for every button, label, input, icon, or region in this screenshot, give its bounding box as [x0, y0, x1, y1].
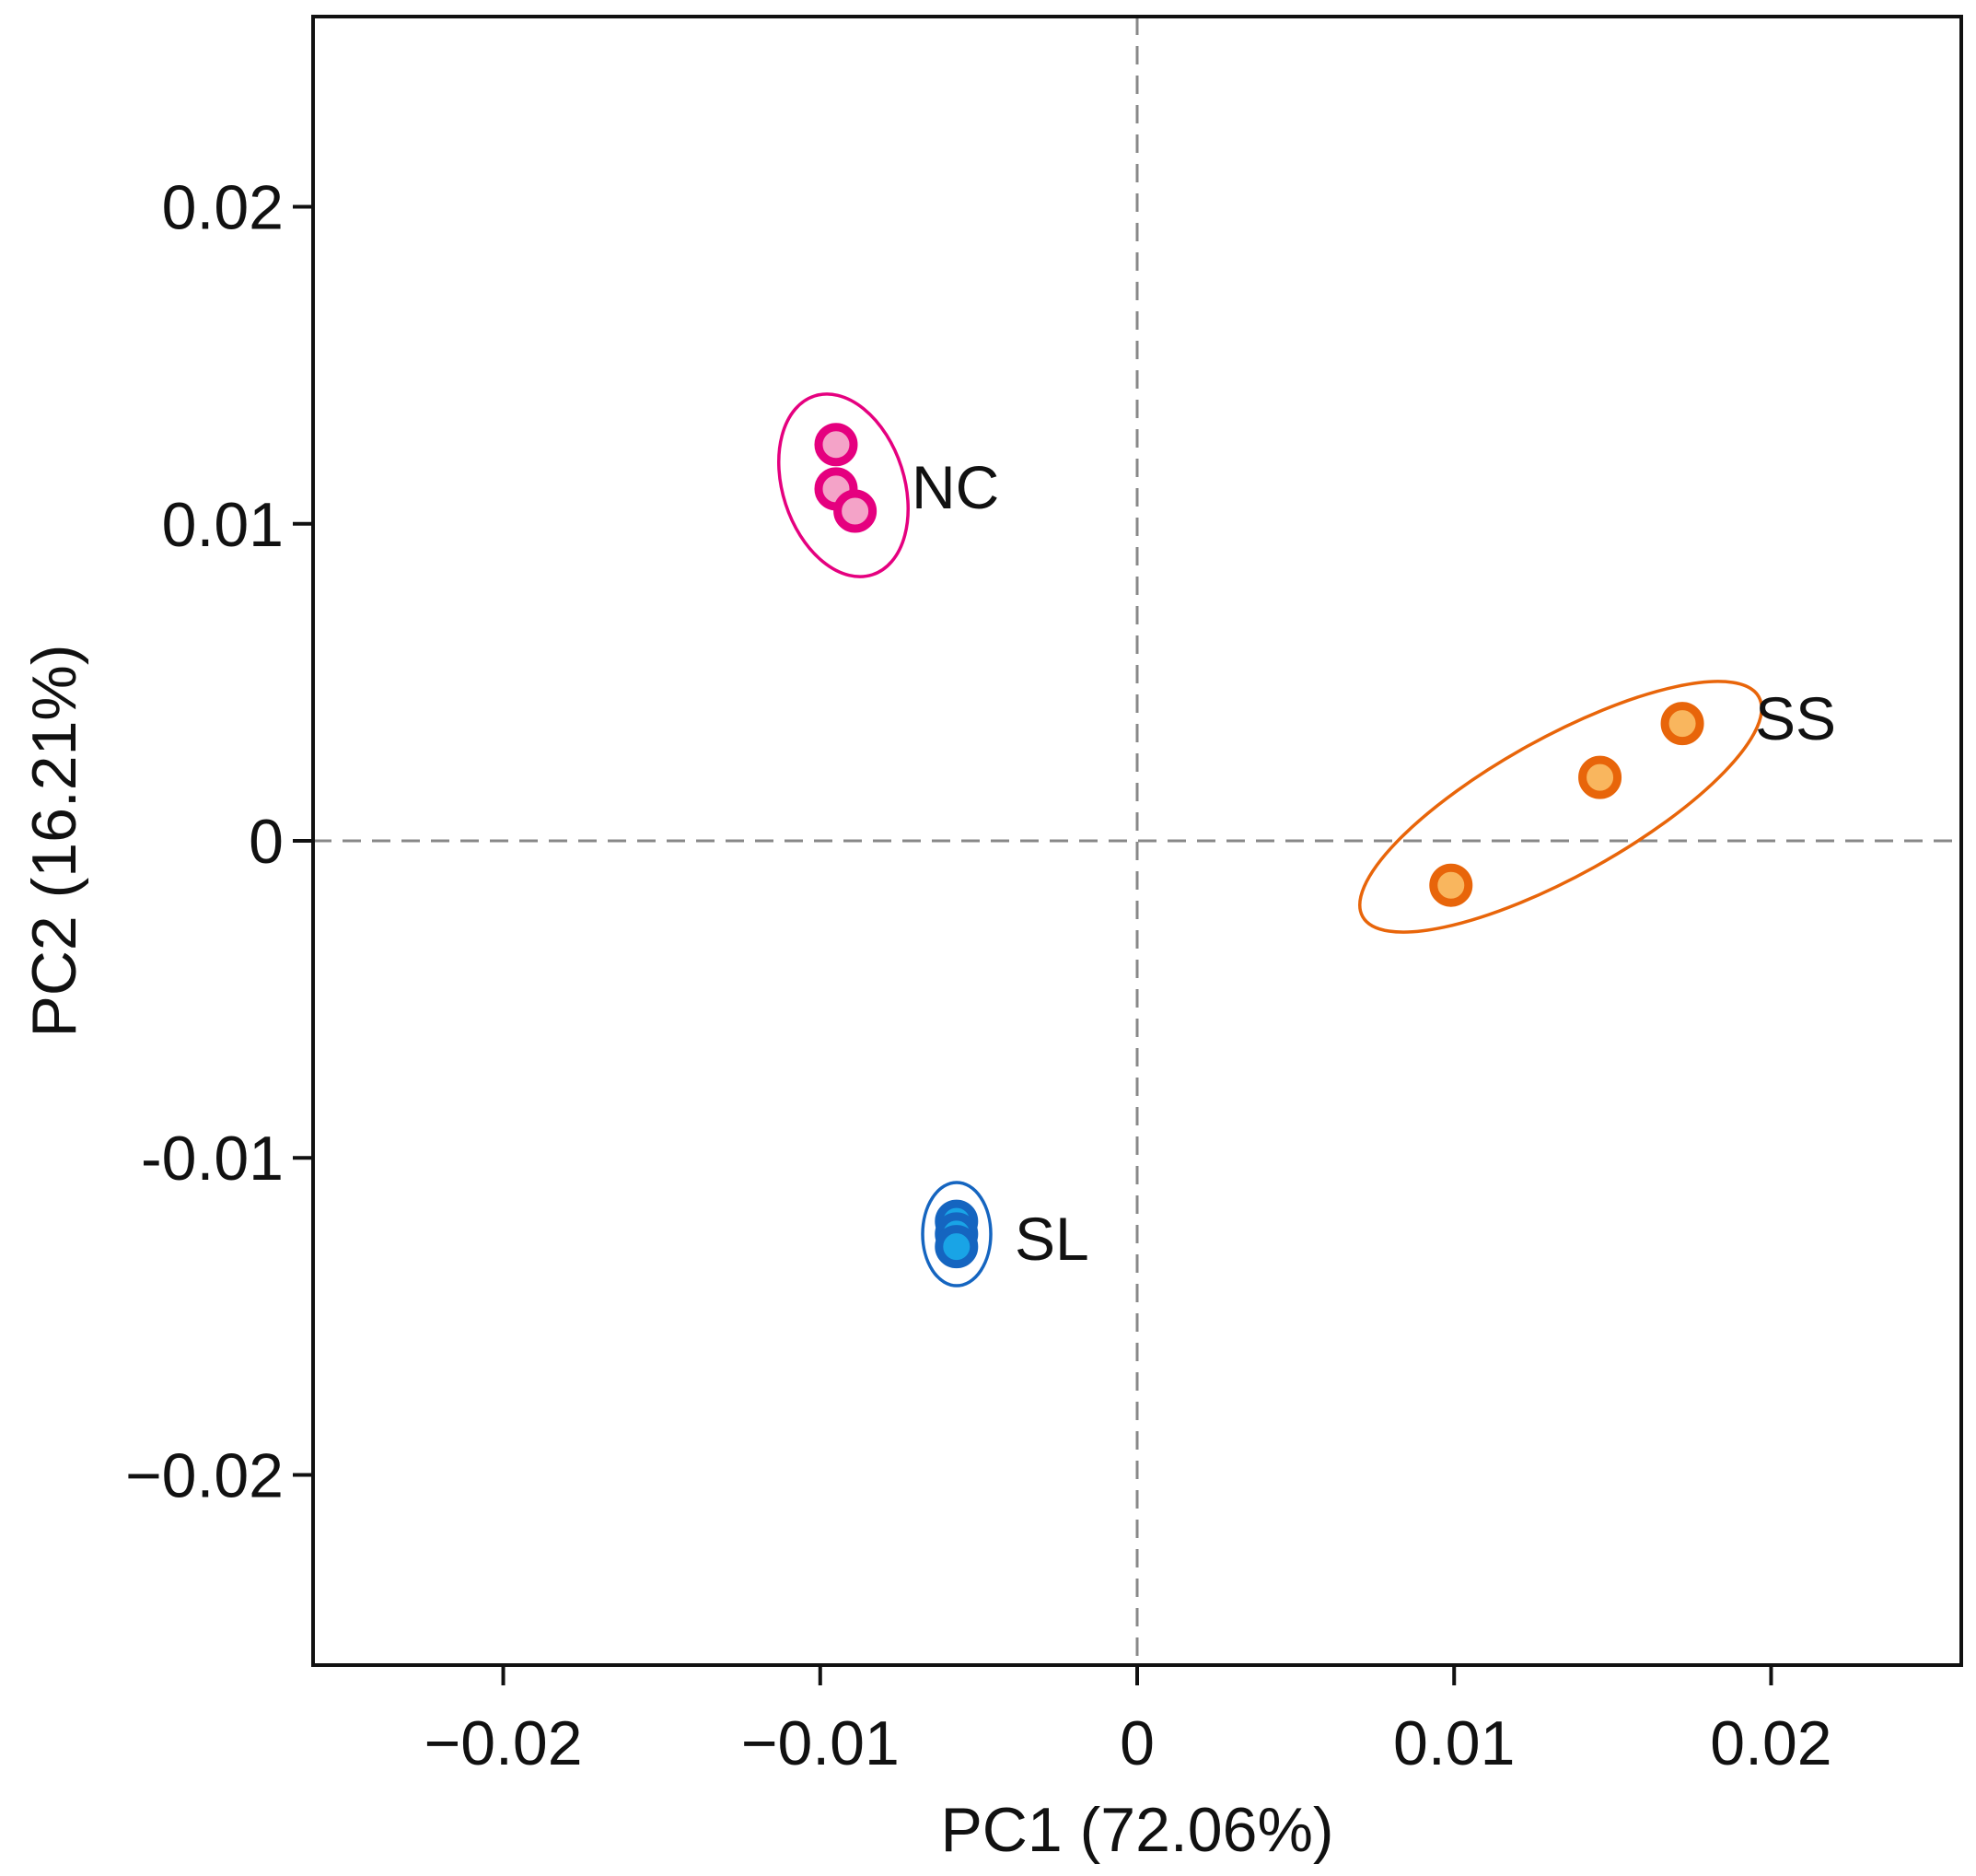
x-tick-label: −0.01	[741, 1708, 900, 1778]
ss-ellipse	[1358, 680, 1763, 934]
ss-data-point	[1660, 702, 1704, 746]
y-tick-label: 0	[249, 807, 284, 877]
group-labels: NC SS SL	[912, 453, 1836, 1273]
x-tick-label: 0.02	[1710, 1708, 1831, 1778]
sl-ellipse	[921, 1181, 993, 1288]
axes: −0.02 −0.01 0 0.01 0.02 −0.02 -0.01 0 0.01 0.02	[125, 173, 1832, 1778]
x-axis-title: PC1 (72.06%)	[940, 1795, 1333, 1865]
reference-lines	[313, 17, 1961, 1665]
nc-data-point	[814, 423, 858, 467]
data-points	[814, 423, 1704, 1269]
y-tick-label: -0.01	[141, 1124, 284, 1194]
y-tick-label: 0.01	[162, 490, 284, 560]
y-tick-label: 0.02	[162, 173, 284, 243]
nc-group-label: NC	[912, 453, 999, 521]
ss-group-label: SS	[1755, 684, 1836, 752]
ss-data-point	[1578, 755, 1622, 799]
confidence-ellipses	[777, 392, 1763, 1288]
sl-group-label: SL	[1015, 1205, 1089, 1273]
sl-data-point	[935, 1225, 979, 1269]
x-tick-label: 0	[1120, 1708, 1155, 1778]
y-tick-label: −0.02	[125, 1440, 284, 1510]
nc-data-point	[833, 489, 878, 533]
x-tick-label: 0.01	[1393, 1708, 1515, 1778]
ss-data-point	[1429, 863, 1473, 907]
x-tick-label: −0.02	[424, 1708, 583, 1778]
y-axis-title: PC2 (16.21%)	[19, 644, 89, 1037]
nc-ellipse	[777, 392, 910, 578]
